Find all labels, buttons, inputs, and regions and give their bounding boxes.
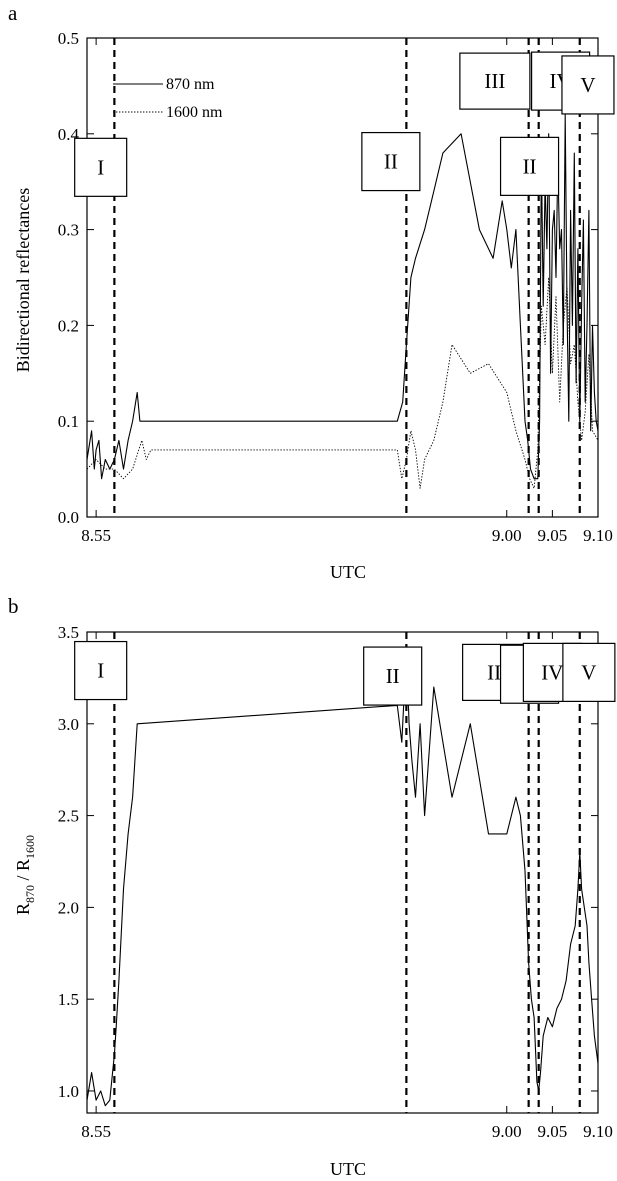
y-tick-label: 2.5 — [58, 807, 79, 826]
panel-b-x-axis-label: UTC — [330, 1159, 366, 1179]
region-box — [499, 136, 560, 196]
y-tick-label: 0.4 — [58, 125, 80, 144]
y-tick-label: 1.0 — [58, 1082, 79, 1101]
y-tick-label: 0.5 — [58, 29, 79, 48]
panel-a-legend: 870 nm 1600 nm — [113, 76, 223, 121]
y-tick-label: 0.0 — [58, 508, 79, 527]
region-label: IV — [541, 660, 563, 684]
panel-a-x-axis-label: UTC — [330, 562, 366, 582]
panel-a-ticks: 8.55 9.00 9.05 9.10 0.0 0.1 0.2 0.3 0.4 0.5 — [58, 29, 613, 545]
y-tick-label: 0.3 — [58, 221, 79, 240]
y-tick-label: 3.0 — [58, 715, 79, 734]
x-tick-label: 9.10 — [583, 1122, 613, 1141]
x-tick-label: 9.00 — [492, 1122, 522, 1141]
panel-a-label: a — [8, 1, 18, 25]
region-label: V — [580, 73, 595, 97]
y-tick-label: 0.1 — [58, 412, 79, 431]
panel-a-chart: a 8.55 9.00 9.05 9.100.00.10.20.30.40.5 I II… — [8, 1, 615, 582]
region-box — [561, 55, 615, 115]
panel-a-y-axis-label: Bidirectional reflectances — [13, 188, 33, 372]
panel-b-plot-frame — [86, 631, 599, 1114]
x-tick-label: 9.00 — [492, 526, 522, 545]
x-tick-label: 9.05 — [538, 526, 568, 545]
region-label: III — [484, 69, 505, 93]
region-box — [74, 640, 128, 701]
series-ratio — [87, 649, 598, 1107]
ylabel-r: R — [13, 903, 33, 915]
series-1600nm — [87, 277, 598, 489]
region-label: II — [384, 150, 398, 174]
legend-1600-label: 1600 nm — [166, 104, 223, 121]
panel-a-boundary-lines — [113, 38, 581, 517]
panel-b-ticks: 8.55 9.00 9.05 9.10 1.0 1.5 2.0 2.5 3.0 3.5 — [58, 623, 613, 1141]
series-870nm — [87, 114, 598, 480]
x-tick-label: 9.10 — [583, 526, 613, 545]
region-box — [363, 646, 423, 706]
region-box — [74, 137, 128, 197]
region-label: II — [386, 664, 400, 688]
legend-870-label: 870 nm — [166, 76, 215, 93]
panel-a-plot-frame — [86, 37, 599, 518]
region-box — [562, 642, 616, 702]
region-label: I — [97, 659, 104, 683]
ylabel-sub-870: 870 — [23, 885, 37, 903]
ylabel-sub-1600: 1600 — [23, 835, 37, 859]
panel-b-chart: b 8.55 9.00 9.05 9.101.01.52.02.53.03.5 I II… — [8, 594, 616, 1179]
region-label: II — [523, 154, 537, 178]
y-tick-label: 2.0 — [58, 898, 79, 917]
region-box — [459, 52, 531, 110]
region-box — [361, 131, 421, 192]
panel-b-label: b — [8, 594, 19, 618]
region-label: I — [97, 155, 104, 179]
y-tick-label: 3.5 — [58, 623, 79, 642]
panel-a-series-group — [87, 114, 598, 489]
ylabel-separator: / R — [13, 859, 33, 885]
x-tick-label: 9.05 — [538, 1122, 568, 1141]
y-tick-label: 1.5 — [58, 990, 79, 1009]
panel-b-y-axis-label: R870 / R1600 — [13, 835, 37, 915]
y-tick-label: 0.2 — [58, 316, 79, 335]
panel-b-series-group — [87, 649, 598, 1107]
panel-b-boundary-lines — [113, 632, 581, 1113]
x-tick-label: 8.55 — [81, 526, 111, 545]
region-label: V — [581, 660, 596, 684]
x-tick-label: 8.55 — [81, 1122, 111, 1141]
